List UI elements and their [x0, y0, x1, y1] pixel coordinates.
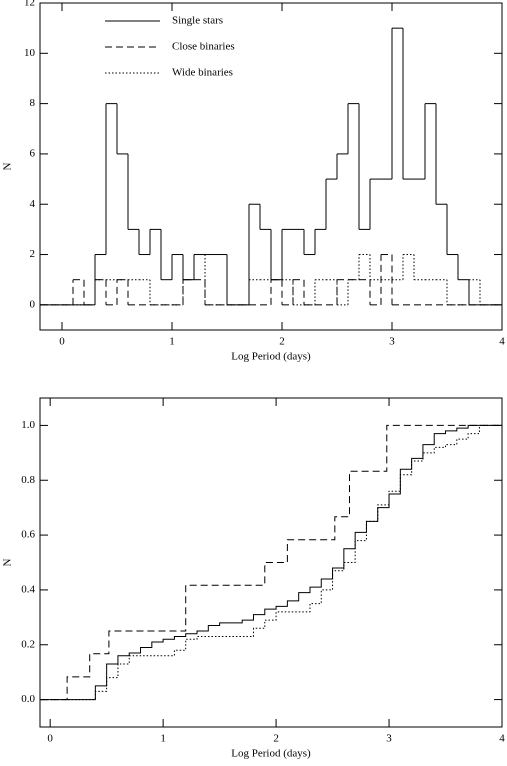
legend-label: Close binaries	[172, 41, 235, 53]
y-tick-label: 1.0	[21, 419, 35, 431]
y-tick-label: 0.2	[21, 638, 35, 650]
x-tick-label: 2	[273, 733, 279, 745]
y-tick-label: 8	[30, 97, 36, 109]
x-tick-label: 4	[499, 733, 505, 745]
x-tick-label: 2	[279, 336, 285, 348]
cumulative-line	[40, 424, 502, 701]
y-tick-label: 6	[30, 147, 36, 159]
y-axis-label: N	[2, 162, 14, 170]
y-tick-label: 0.0	[21, 693, 35, 705]
y-tick-label: 0.6	[21, 529, 35, 541]
x-tick-label: 4	[499, 336, 505, 348]
plot-frame	[39, 2, 503, 331]
x-tick-label: 3	[389, 336, 395, 348]
y-axis-label: N	[2, 558, 14, 566]
legend-label: Wide binaries	[172, 67, 233, 79]
y-tick-label: 12	[24, 0, 35, 9]
x-tick-label: 1	[169, 336, 175, 348]
y-tick-label: 0.4	[21, 583, 35, 595]
x-tick-label: 3	[386, 733, 392, 745]
y-tick-label: 0	[30, 298, 36, 310]
cumulative-line	[40, 424, 502, 701]
legend-label: Single stars	[172, 15, 223, 27]
y-tick-label: 4	[30, 198, 36, 210]
plot-frame	[39, 397, 503, 728]
y-tick-label: 0.8	[21, 474, 35, 486]
cumulative-line	[40, 424, 502, 701]
y-tick-label: 10	[24, 47, 36, 59]
x-tick-label: 0	[59, 336, 65, 348]
x-tick-label: 1	[160, 733, 166, 745]
x-axis-label: Log Period (days)	[231, 351, 311, 363]
y-tick-label: 2	[30, 248, 36, 260]
x-tick-label: 0	[47, 733, 53, 745]
x-axis-label: Log Period (days)	[231, 748, 311, 760]
